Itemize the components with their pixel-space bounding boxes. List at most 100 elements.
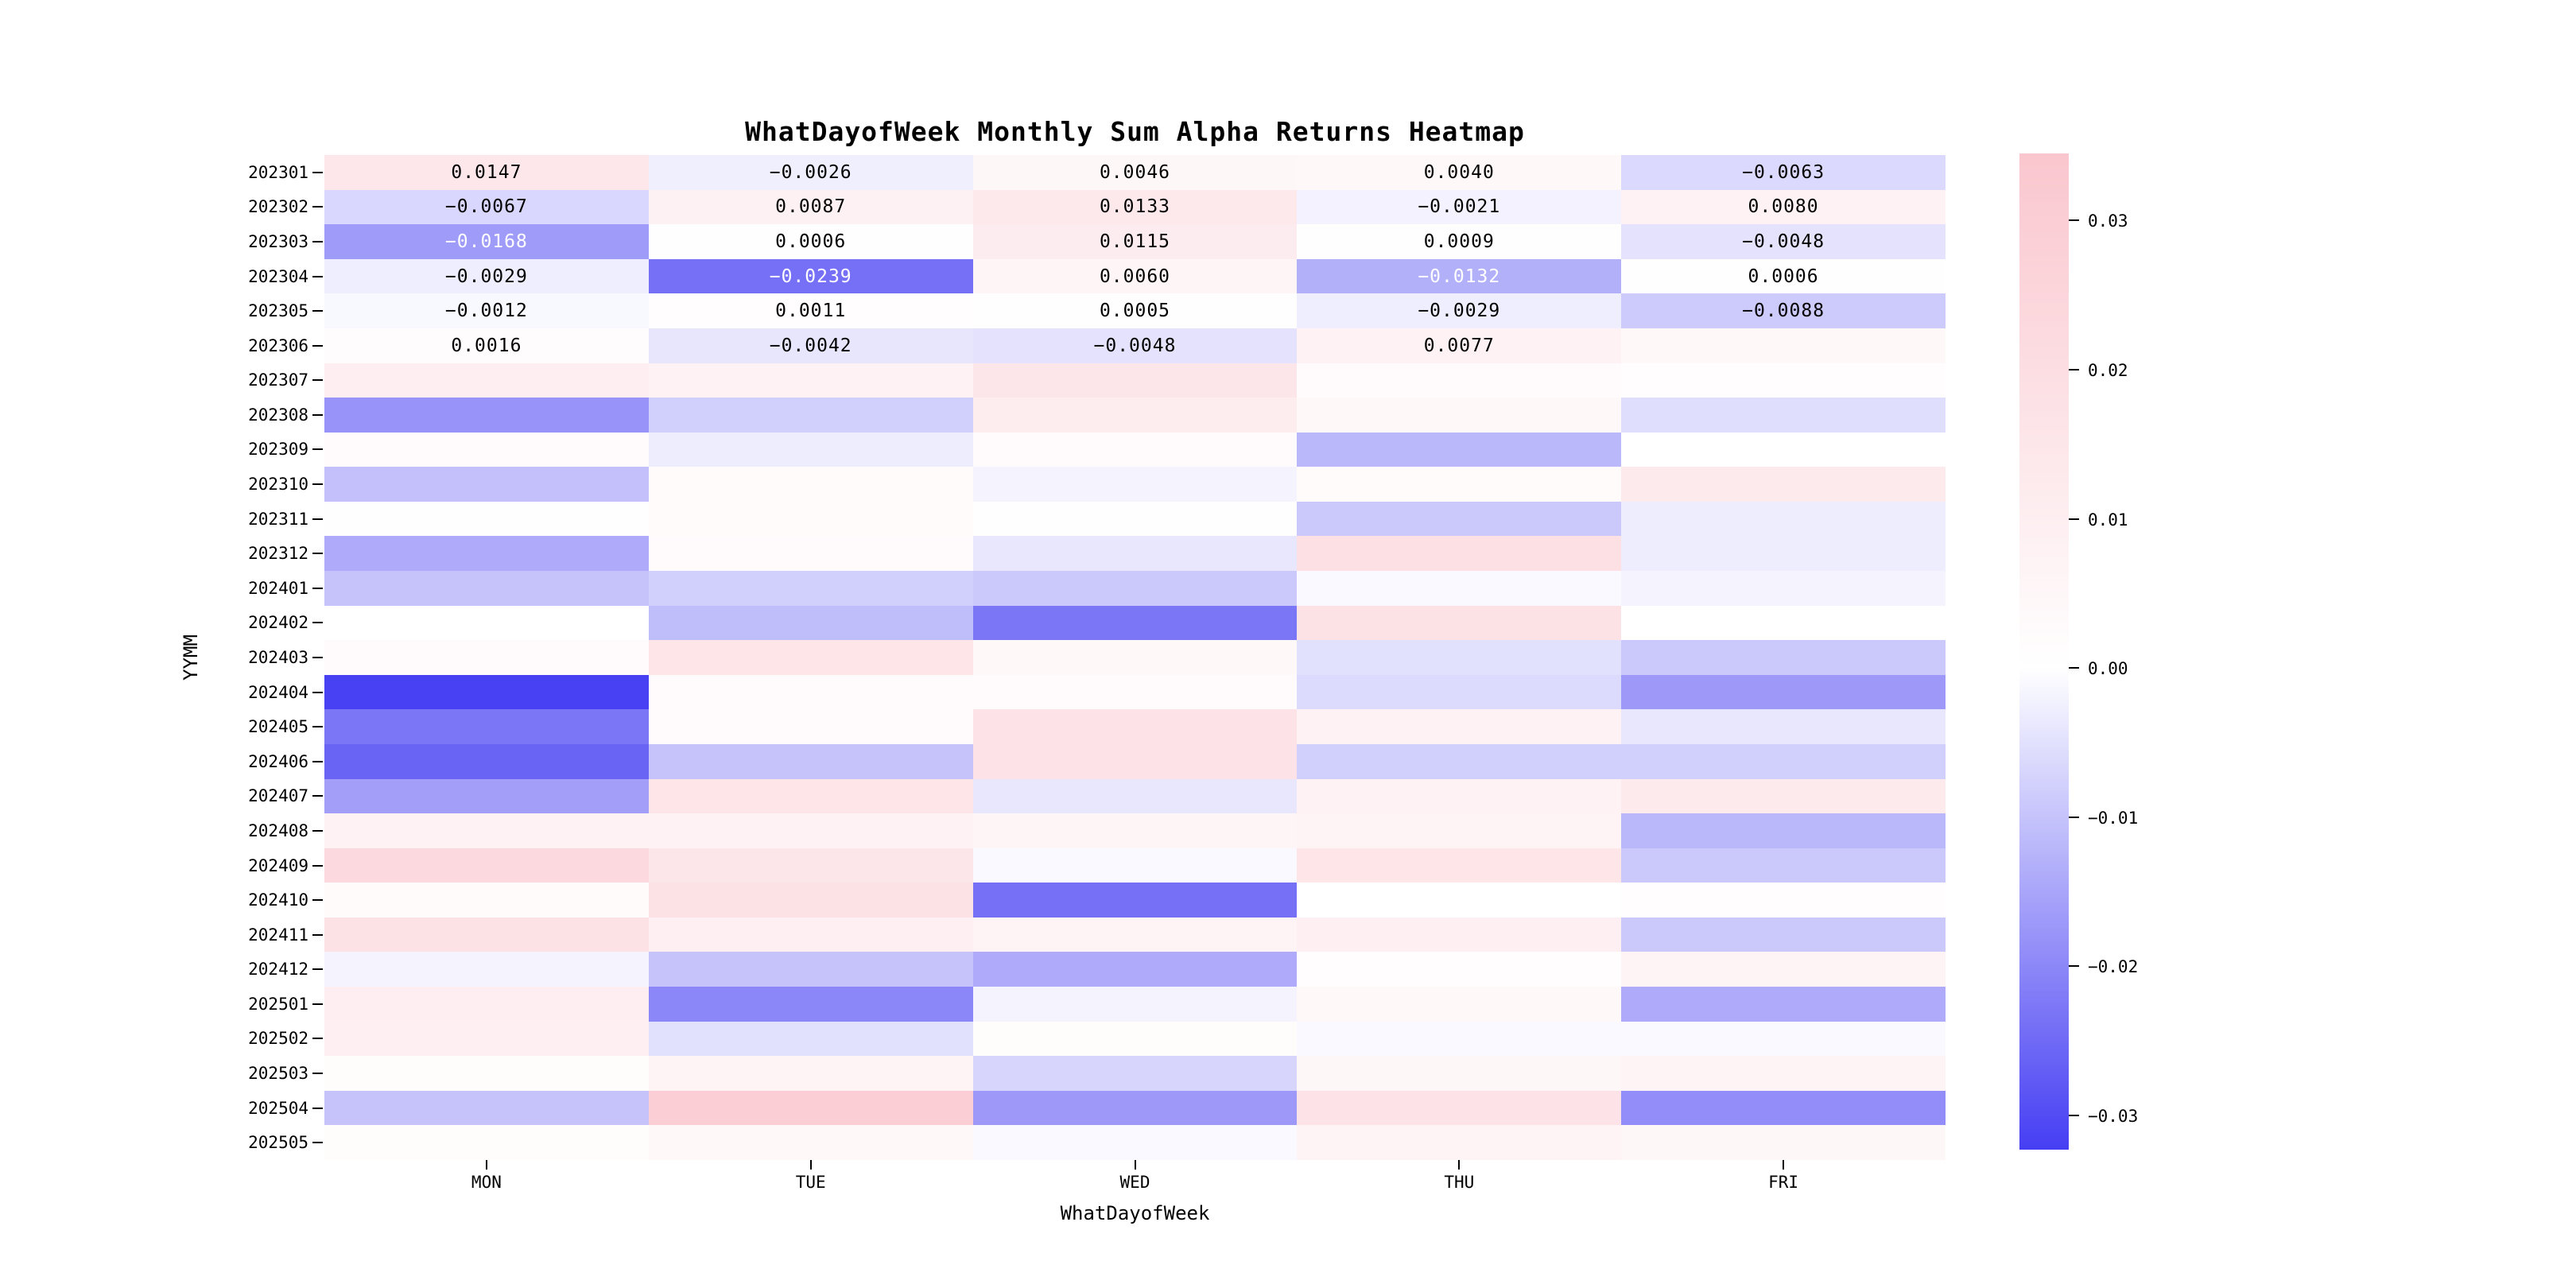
x-tick-mark <box>485 1160 487 1170</box>
heatmap-cell <box>1621 952 1946 987</box>
heatmap-cell <box>1621 848 1946 883</box>
heatmap-cell <box>648 743 973 779</box>
colorbar-tick-label: −0.03 <box>2088 1106 2139 1126</box>
y-tick-mark <box>312 171 323 173</box>
heatmap-cell <box>1297 501 1622 537</box>
heatmap-cell <box>1297 467 1622 502</box>
cell-annotation: −0.0132 <box>1418 266 1501 287</box>
cell-annotation: −0.0026 <box>769 161 852 183</box>
y-tick-label: 202505 <box>248 1133 308 1153</box>
y-tick-mark <box>312 275 323 277</box>
y-tick-label: 202401 <box>248 578 308 598</box>
heatmap-cell <box>324 640 649 675</box>
colorbar-tick-mark <box>2069 368 2079 370</box>
x-tick-mark <box>809 1160 812 1170</box>
colorbar-gradient <box>2019 153 2069 1150</box>
y-tick-label: 202308 <box>248 405 308 425</box>
heatmap-cell: −0.0168 <box>324 224 649 259</box>
heatmap-cell <box>1297 743 1622 779</box>
heatmap-cell <box>1621 432 1946 467</box>
cell-annotation: −0.0021 <box>1418 196 1501 218</box>
heatmap-cell <box>1297 363 1622 398</box>
heatmap-cell: 0.0115 <box>972 224 1298 259</box>
y-tick-label: 202411 <box>248 925 308 945</box>
heatmap-cell <box>324 952 649 987</box>
heatmap-cell <box>972 1090 1298 1126</box>
colorbar-tick-mark <box>2069 965 2079 968</box>
y-tick-label: 202504 <box>248 1098 308 1118</box>
heatmap-cell <box>1621 640 1946 675</box>
x-tick-mark <box>1458 1160 1461 1170</box>
heatmap-cell: 0.0040 <box>1297 155 1622 190</box>
y-tick-label: 202503 <box>248 1064 308 1084</box>
heatmap-cell <box>324 363 649 398</box>
heatmap-cell <box>648 640 973 675</box>
y-tick-label: 202408 <box>248 821 308 840</box>
heatmap-cell <box>972 987 1298 1022</box>
heatmap-cell <box>1621 1056 1946 1091</box>
heatmap-cell <box>1297 1090 1622 1126</box>
cell-annotation: −0.0063 <box>1742 161 1825 183</box>
heatmap-cell <box>1297 536 1622 572</box>
y-tick-mark <box>312 1142 323 1144</box>
heatmap-cell: 0.0006 <box>648 224 973 259</box>
y-tick-label: 202312 <box>248 544 308 564</box>
x-tick-label: TUE <box>795 1173 826 1192</box>
y-tick-label: 202310 <box>248 475 308 495</box>
heatmap-cell <box>324 917 649 952</box>
heatmap-cell <box>972 363 1298 398</box>
heatmap-cell <box>1297 432 1622 467</box>
heatmap-cell <box>1297 917 1622 952</box>
y-tick-label: 202302 <box>248 197 308 217</box>
y-tick-mark <box>312 691 323 693</box>
heatmap-cell <box>1297 571 1622 606</box>
x-tick-label: WED <box>1119 1173 1150 1192</box>
y-tick-mark <box>312 379 323 382</box>
heatmap-cell <box>1621 987 1946 1022</box>
y-tick-label: 202311 <box>248 509 308 529</box>
heatmap-cell <box>324 848 649 883</box>
cell-annotation: −0.0168 <box>444 231 528 252</box>
cell-annotation: 0.0147 <box>451 161 522 183</box>
y-tick-mark <box>312 760 323 762</box>
heatmap-cell: −0.0012 <box>324 293 649 328</box>
y-tick-mark <box>312 587 323 589</box>
cell-annotation: 0.0005 <box>1099 301 1171 322</box>
heatmap-cell <box>324 432 649 467</box>
heatmap-cell <box>324 1125 649 1160</box>
y-tick-mark <box>312 933 323 936</box>
y-tick-mark <box>312 1003 323 1005</box>
heatmap-cell <box>648 536 973 572</box>
heatmap-cell <box>972 1125 1298 1160</box>
y-tick-label: 202307 <box>248 370 308 390</box>
heatmap-cell: −0.0067 <box>324 189 649 225</box>
heatmap-cell <box>324 1021 649 1057</box>
colorbar-tick-label: −0.01 <box>2088 808 2139 828</box>
cell-annotation: 0.0080 <box>1748 196 1819 218</box>
x-tick-mark <box>1783 1160 1785 1170</box>
heatmap-cell <box>1621 605 1946 641</box>
heatmap-cell <box>972 917 1298 952</box>
colorbar-tick-label: −0.02 <box>2088 957 2139 977</box>
heatmap-cell: 0.0006 <box>1621 258 1946 294</box>
y-tick-mark <box>312 1073 323 1075</box>
heatmap-cell: 0.0016 <box>324 328 649 363</box>
heatmap-cell <box>1297 987 1622 1022</box>
heatmap-cell <box>648 813 973 848</box>
cell-annotation: 0.0006 <box>775 231 847 252</box>
heatmap-cell <box>1621 328 1946 363</box>
heatmap-cell: 0.0087 <box>648 189 973 225</box>
heatmap-cell <box>648 778 973 814</box>
cell-annotation: 0.0009 <box>1423 231 1495 252</box>
heatmap-cell <box>1297 640 1622 675</box>
heatmap-cell: 0.0147 <box>324 155 649 190</box>
heatmap-cell: −0.0029 <box>324 258 649 294</box>
colorbar-tick-label: 0.02 <box>2088 360 2128 380</box>
colorbar-tick-label: 0.00 <box>2088 659 2128 679</box>
heatmap-cell <box>972 571 1298 606</box>
heatmap-cell <box>648 432 973 467</box>
heatmap-cell <box>648 501 973 537</box>
y-tick-label: 202403 <box>248 648 308 667</box>
y-tick-mark <box>312 518 323 520</box>
y-tick-label: 202409 <box>248 855 308 875</box>
